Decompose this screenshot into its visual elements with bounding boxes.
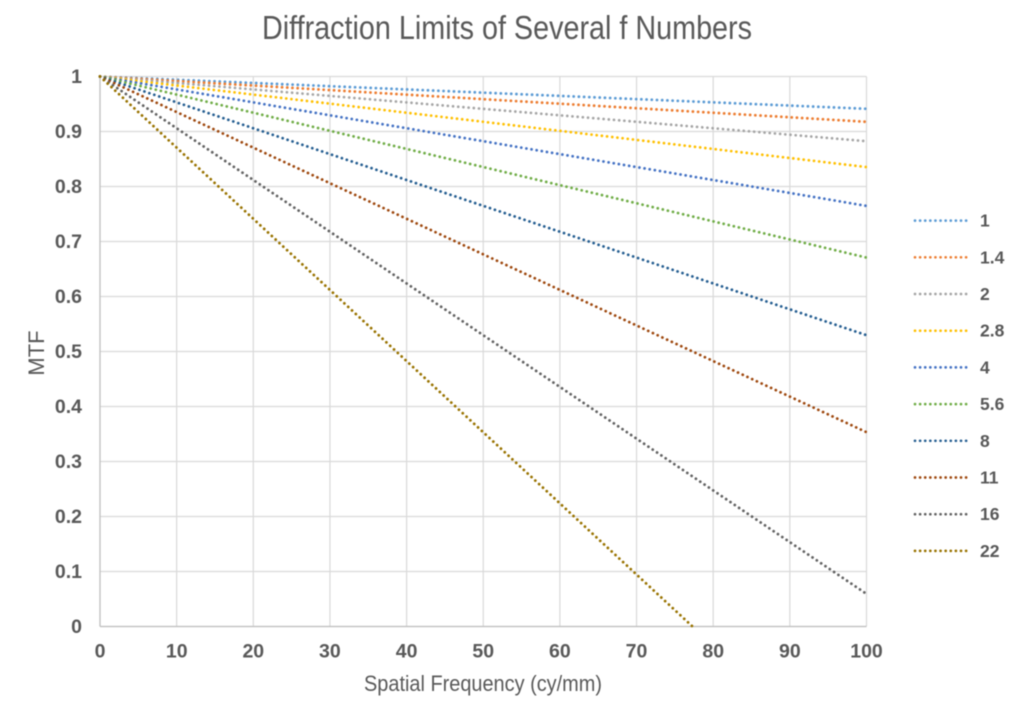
svg-text:1.4: 1.4 [980, 247, 1005, 267]
svg-text:0: 0 [95, 641, 106, 663]
svg-text:8: 8 [980, 431, 990, 451]
svg-text:50: 50 [472, 641, 494, 663]
svg-text:80: 80 [702, 641, 724, 663]
svg-text:Spatial Frequency (cy/mm): Spatial Frequency (cy/mm) [364, 671, 602, 696]
svg-text:0.3: 0.3 [55, 451, 82, 473]
svg-text:2.8: 2.8 [980, 321, 1005, 341]
svg-text:0.6: 0.6 [55, 286, 82, 308]
svg-text:60: 60 [549, 641, 571, 663]
svg-text:0.1: 0.1 [55, 561, 82, 583]
svg-text:20: 20 [242, 641, 264, 663]
svg-text:40: 40 [396, 641, 418, 663]
svg-text:4: 4 [980, 357, 990, 377]
svg-text:0: 0 [71, 616, 82, 638]
svg-text:100: 100 [850, 641, 883, 663]
svg-text:0.9: 0.9 [55, 121, 82, 143]
svg-text:MTF: MTF [24, 330, 49, 375]
svg-text:1: 1 [980, 211, 990, 231]
svg-text:2: 2 [980, 284, 990, 304]
svg-text:10: 10 [166, 641, 188, 663]
svg-text:30: 30 [319, 641, 341, 663]
svg-text:0.5: 0.5 [55, 341, 82, 363]
svg-text:22: 22 [980, 541, 1000, 561]
svg-text:Diffraction Limits of Several: Diffraction Limits of Several f Numbers [262, 9, 752, 46]
svg-text:16: 16 [980, 504, 1000, 524]
svg-text:0.8: 0.8 [55, 176, 82, 198]
svg-text:90: 90 [779, 641, 801, 663]
svg-text:5.6: 5.6 [980, 394, 1005, 414]
svg-text:11: 11 [980, 468, 999, 488]
svg-text:70: 70 [626, 641, 648, 663]
svg-text:0.7: 0.7 [55, 231, 82, 253]
svg-text:1: 1 [71, 66, 82, 88]
svg-text:0.4: 0.4 [55, 396, 82, 418]
svg-text:0.2: 0.2 [55, 506, 82, 528]
